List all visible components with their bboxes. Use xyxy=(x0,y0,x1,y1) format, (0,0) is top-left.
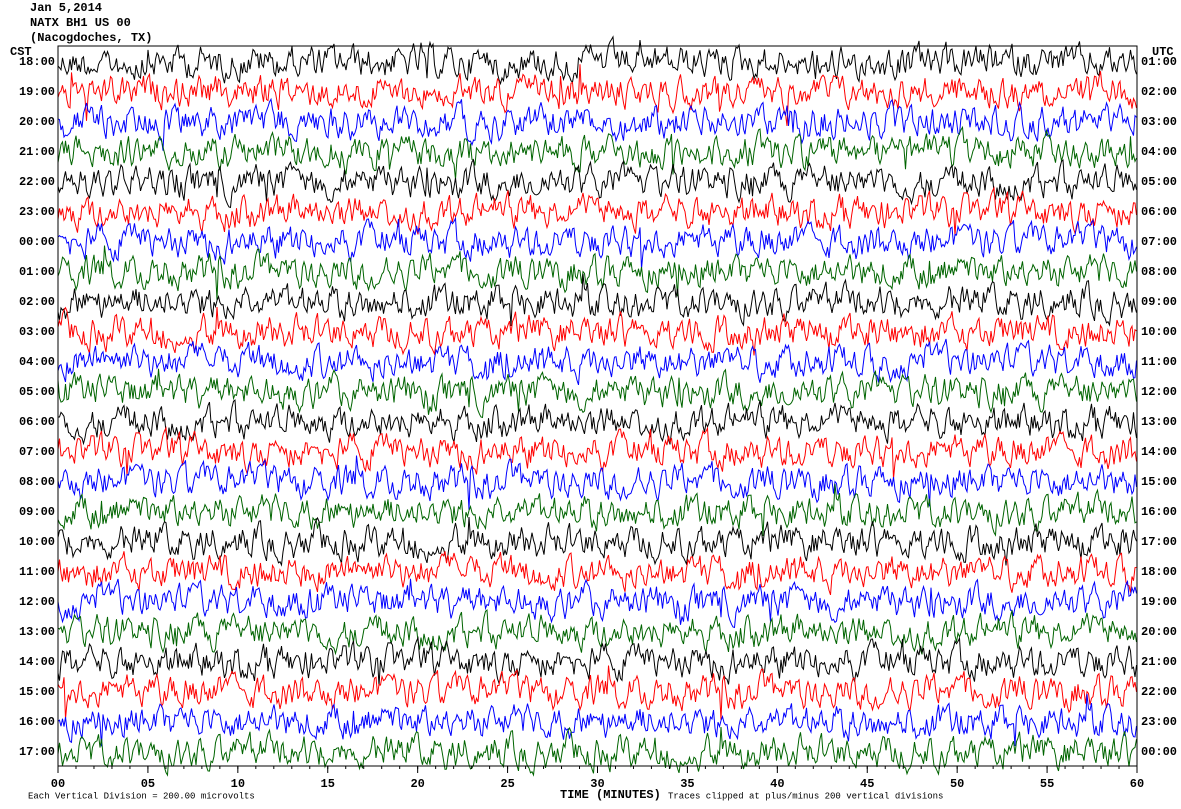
title-line: NATX BH1 US 00 xyxy=(30,16,131,30)
trace xyxy=(57,516,1137,567)
left-axis-label: CST xyxy=(10,45,32,59)
right-time-label: 18:00 xyxy=(1141,565,1177,579)
trace xyxy=(57,551,1137,596)
x-axis-label: TIME (MINUTES) xyxy=(560,788,661,802)
trace xyxy=(57,97,1137,151)
right-time-label: 20:00 xyxy=(1141,625,1177,639)
left-time-label: 00:00 xyxy=(19,235,55,249)
right-time-label: 13:00 xyxy=(1141,415,1177,429)
trace xyxy=(57,216,1137,270)
x-tick-label: 15 xyxy=(321,777,335,791)
left-time-label: 15:00 xyxy=(19,685,55,699)
right-time-label: 14:00 xyxy=(1141,445,1177,459)
trace xyxy=(57,636,1137,686)
title-line: Jan 5,2014 xyxy=(30,1,102,15)
trace xyxy=(57,609,1137,656)
right-time-label: 05:00 xyxy=(1141,175,1177,189)
left-time-label: 18:00 xyxy=(19,55,55,69)
left-time-label: 17:00 xyxy=(19,745,55,759)
trace xyxy=(57,426,1137,480)
scale-note: Each Vertical Division = 200.00 microvol… xyxy=(28,791,255,801)
x-tick-label: 00 xyxy=(51,777,65,791)
right-time-label: 02:00 xyxy=(1141,85,1177,99)
x-tick-label: 50 xyxy=(950,777,964,791)
trace xyxy=(57,35,1137,86)
trace xyxy=(57,125,1137,180)
x-tick-label: 20 xyxy=(410,777,424,791)
title-line: (Nacogdoches, TX) xyxy=(30,31,152,45)
right-time-label: 15:00 xyxy=(1141,475,1177,489)
trace xyxy=(57,64,1137,127)
left-time-label: 05:00 xyxy=(19,385,55,399)
clip-note: Traces clipped at plus/minus 200 vertica… xyxy=(668,791,943,801)
right-time-label: 16:00 xyxy=(1141,505,1177,519)
x-tick-label: 25 xyxy=(500,777,514,791)
x-tick-label: 10 xyxy=(231,777,245,791)
right-time-label: 17:00 xyxy=(1141,535,1177,549)
left-time-label: 16:00 xyxy=(19,715,55,729)
x-tick-label: 35 xyxy=(680,777,694,791)
left-time-label: 04:00 xyxy=(19,355,55,369)
trace xyxy=(57,455,1137,510)
x-tick-label: 30 xyxy=(590,777,604,791)
left-time-label: 02:00 xyxy=(19,295,55,309)
x-tick-label: 60 xyxy=(1130,777,1144,791)
right-time-label: 19:00 xyxy=(1141,595,1177,609)
left-time-label: 22:00 xyxy=(19,175,55,189)
left-time-label: 20:00 xyxy=(19,115,55,129)
right-time-label: 06:00 xyxy=(1141,205,1177,219)
trace xyxy=(58,399,1137,446)
left-time-label: 21:00 xyxy=(19,145,55,159)
trace xyxy=(57,368,1137,419)
right-time-label: 12:00 xyxy=(1141,385,1177,399)
left-time-label: 12:00 xyxy=(19,595,55,609)
x-tick-label: 55 xyxy=(1040,777,1054,791)
x-tick-label: 45 xyxy=(860,777,874,791)
trace xyxy=(57,693,1137,747)
right-time-label: 10:00 xyxy=(1141,325,1177,339)
left-time-label: 01:00 xyxy=(19,265,55,279)
trace xyxy=(57,665,1137,720)
right-time-label: 03:00 xyxy=(1141,115,1177,129)
left-time-label: 10:00 xyxy=(19,535,55,549)
trace xyxy=(57,483,1137,537)
left-time-label: 23:00 xyxy=(19,205,55,219)
left-time-label: 09:00 xyxy=(19,505,55,519)
trace xyxy=(57,578,1137,629)
right-time-label: 00:00 xyxy=(1141,745,1177,759)
trace xyxy=(57,726,1137,777)
right-time-label: 09:00 xyxy=(1141,295,1177,309)
left-time-label: 14:00 xyxy=(19,655,55,669)
right-time-label: 21:00 xyxy=(1141,655,1177,669)
right-time-label: 11:00 xyxy=(1141,355,1177,369)
right-axis-label: UTC xyxy=(1152,45,1174,59)
trace xyxy=(57,306,1137,356)
traces xyxy=(57,35,1137,777)
x-tick-label: 40 xyxy=(770,777,784,791)
right-time-label: 08:00 xyxy=(1141,265,1177,279)
right-time-label: 23:00 xyxy=(1141,715,1177,729)
trace xyxy=(57,186,1137,236)
left-time-label: 13:00 xyxy=(19,625,55,639)
trace xyxy=(57,338,1137,386)
left-time-label: 19:00 xyxy=(19,85,55,99)
trace xyxy=(57,158,1137,209)
x-tick-label: 05 xyxy=(141,777,155,791)
right-time-label: 04:00 xyxy=(1141,145,1177,159)
left-time-label: 06:00 xyxy=(19,415,55,429)
left-time-label: 03:00 xyxy=(19,325,55,339)
trace xyxy=(57,273,1137,327)
right-time-label: 22:00 xyxy=(1141,685,1177,699)
left-time-label: 08:00 xyxy=(19,475,55,489)
left-time-label: 11:00 xyxy=(19,565,55,579)
right-time-label: 01:00 xyxy=(1141,55,1177,69)
left-time-label: 07:00 xyxy=(19,445,55,459)
trace xyxy=(57,245,1137,300)
right-time-label: 07:00 xyxy=(1141,235,1177,249)
